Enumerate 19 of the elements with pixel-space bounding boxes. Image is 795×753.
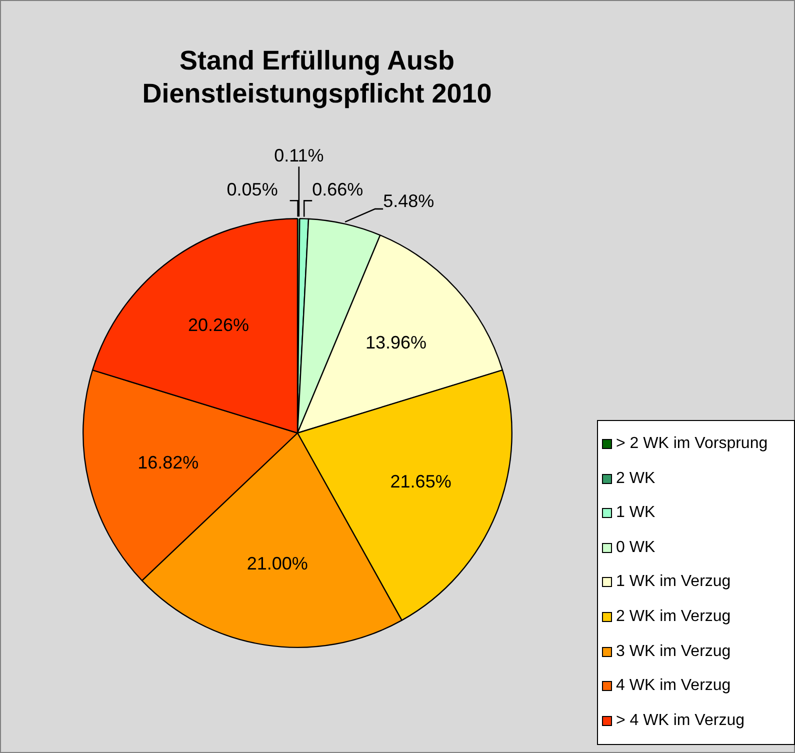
- chart-title: Stand Erfüllung Ausb Dienstleistungspflicht 2010: [142, 45, 492, 108]
- data-label: 0.05%: [226, 180, 278, 200]
- data-label: 13.96%: [365, 332, 427, 353]
- legend-label: > 2 WK im Vorsprung: [616, 434, 768, 453]
- data-label: 16.82%: [138, 452, 199, 472]
- legend-label: 2 WK: [616, 470, 656, 488]
- legend-label: > 4 WK im Verzug: [616, 712, 744, 730]
- legend-label: 0 WK: [616, 538, 656, 557]
- data-label: 20.26%: [188, 315, 250, 336]
- legend-label: 1 WK im Verzug: [616, 573, 731, 592]
- legend-label: 4 WK im Verzug: [616, 677, 731, 696]
- legend-label: 3 WK im Verzug: [616, 642, 731, 661]
- data-label: 0.11%: [274, 146, 324, 166]
- data-label: 0.66%: [312, 180, 364, 200]
- data-label: 21.00%: [246, 553, 308, 574]
- legend-label: 1 WK: [616, 504, 656, 522]
- legend-label: 2 WK im Verzug: [616, 608, 731, 626]
- data-label: 5.48%: [383, 190, 434, 211]
- data-label: 21.65%: [390, 472, 452, 492]
